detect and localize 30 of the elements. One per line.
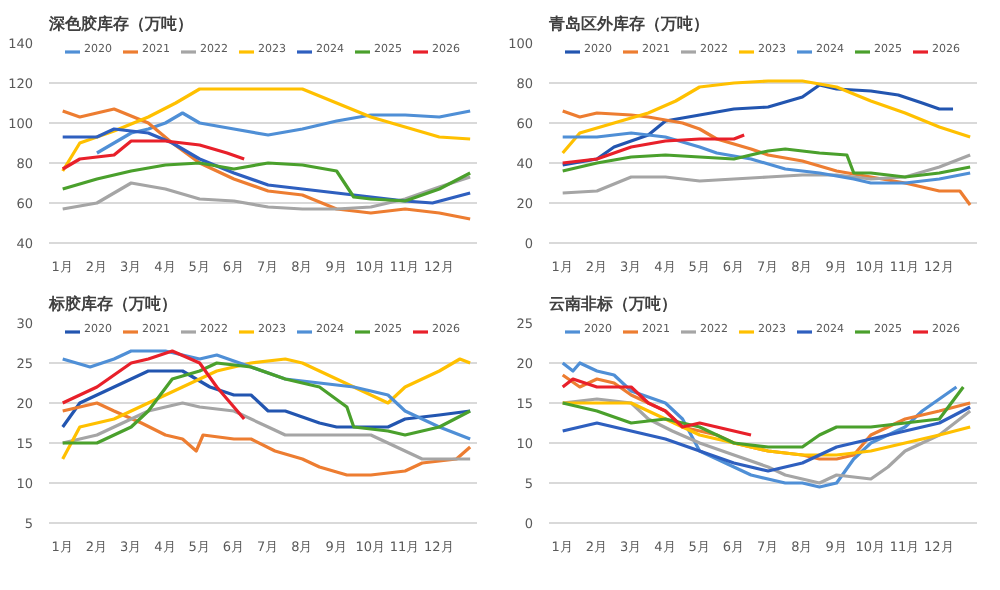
line-series	[61, 107, 472, 221]
line-series	[61, 161, 472, 203]
line-series	[561, 401, 972, 457]
line-series	[61, 349, 472, 441]
line-series	[61, 357, 472, 461]
line-series	[61, 175, 472, 211]
line-series	[561, 153, 972, 195]
line-series	[61, 87, 472, 173]
chart-title: 深色胶库存（万吨）	[47, 13, 193, 33]
line-series	[61, 401, 472, 477]
chart-title: 标胶库存（万吨）	[47, 293, 177, 313]
line-series	[561, 377, 753, 437]
line-series	[561, 385, 965, 449]
line-series	[561, 131, 972, 185]
line-series	[61, 139, 246, 171]
line-series	[61, 349, 246, 421]
line-series	[561, 109, 972, 207]
line-series	[61, 401, 472, 461]
line-series	[561, 83, 955, 167]
line-series	[561, 361, 959, 489]
chart-title: 云南非标（万吨）	[549, 295, 677, 313]
line-series	[61, 127, 472, 205]
line-series	[561, 405, 972, 473]
line-series	[95, 109, 472, 155]
line-series	[561, 133, 746, 165]
line-series	[61, 369, 472, 429]
line-series	[561, 147, 972, 179]
chart-title: 青岛区外库存（万吨）	[547, 13, 709, 33]
line-series	[61, 361, 472, 445]
line-series	[561, 79, 972, 155]
